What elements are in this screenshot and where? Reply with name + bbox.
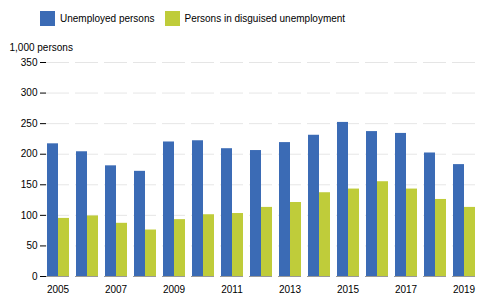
svg-text:2015: 2015: [337, 284, 360, 295]
svg-text:150: 150: [21, 179, 38, 190]
svg-text:200: 200: [21, 148, 38, 159]
html-text:Persons in disguised unemploym: Persons in disguised unemployment: [184, 13, 346, 24]
svg-text:2013: 2013: [279, 284, 302, 295]
svg-text:0: 0: [32, 271, 38, 282]
svg-text:100: 100: [21, 210, 38, 221]
svg-text:50: 50: [26, 240, 38, 251]
svg-text:2011: 2011: [221, 284, 243, 295]
svg-text:1,000 persons: 1,000 persons: [10, 42, 73, 53]
svg-text:350: 350: [21, 57, 38, 68]
svg-text:300: 300: [21, 87, 38, 98]
svg-text:2009: 2009: [163, 284, 186, 295]
svg-text:250: 250: [21, 118, 38, 129]
svg-text:2005: 2005: [47, 284, 70, 295]
svg-text:2019: 2019: [453, 284, 476, 295]
html-text:Unemployed persons: Unemployed persons: [60, 13, 155, 24]
svg-text:2007: 2007: [105, 284, 128, 295]
svg-text:2017: 2017: [395, 284, 418, 295]
